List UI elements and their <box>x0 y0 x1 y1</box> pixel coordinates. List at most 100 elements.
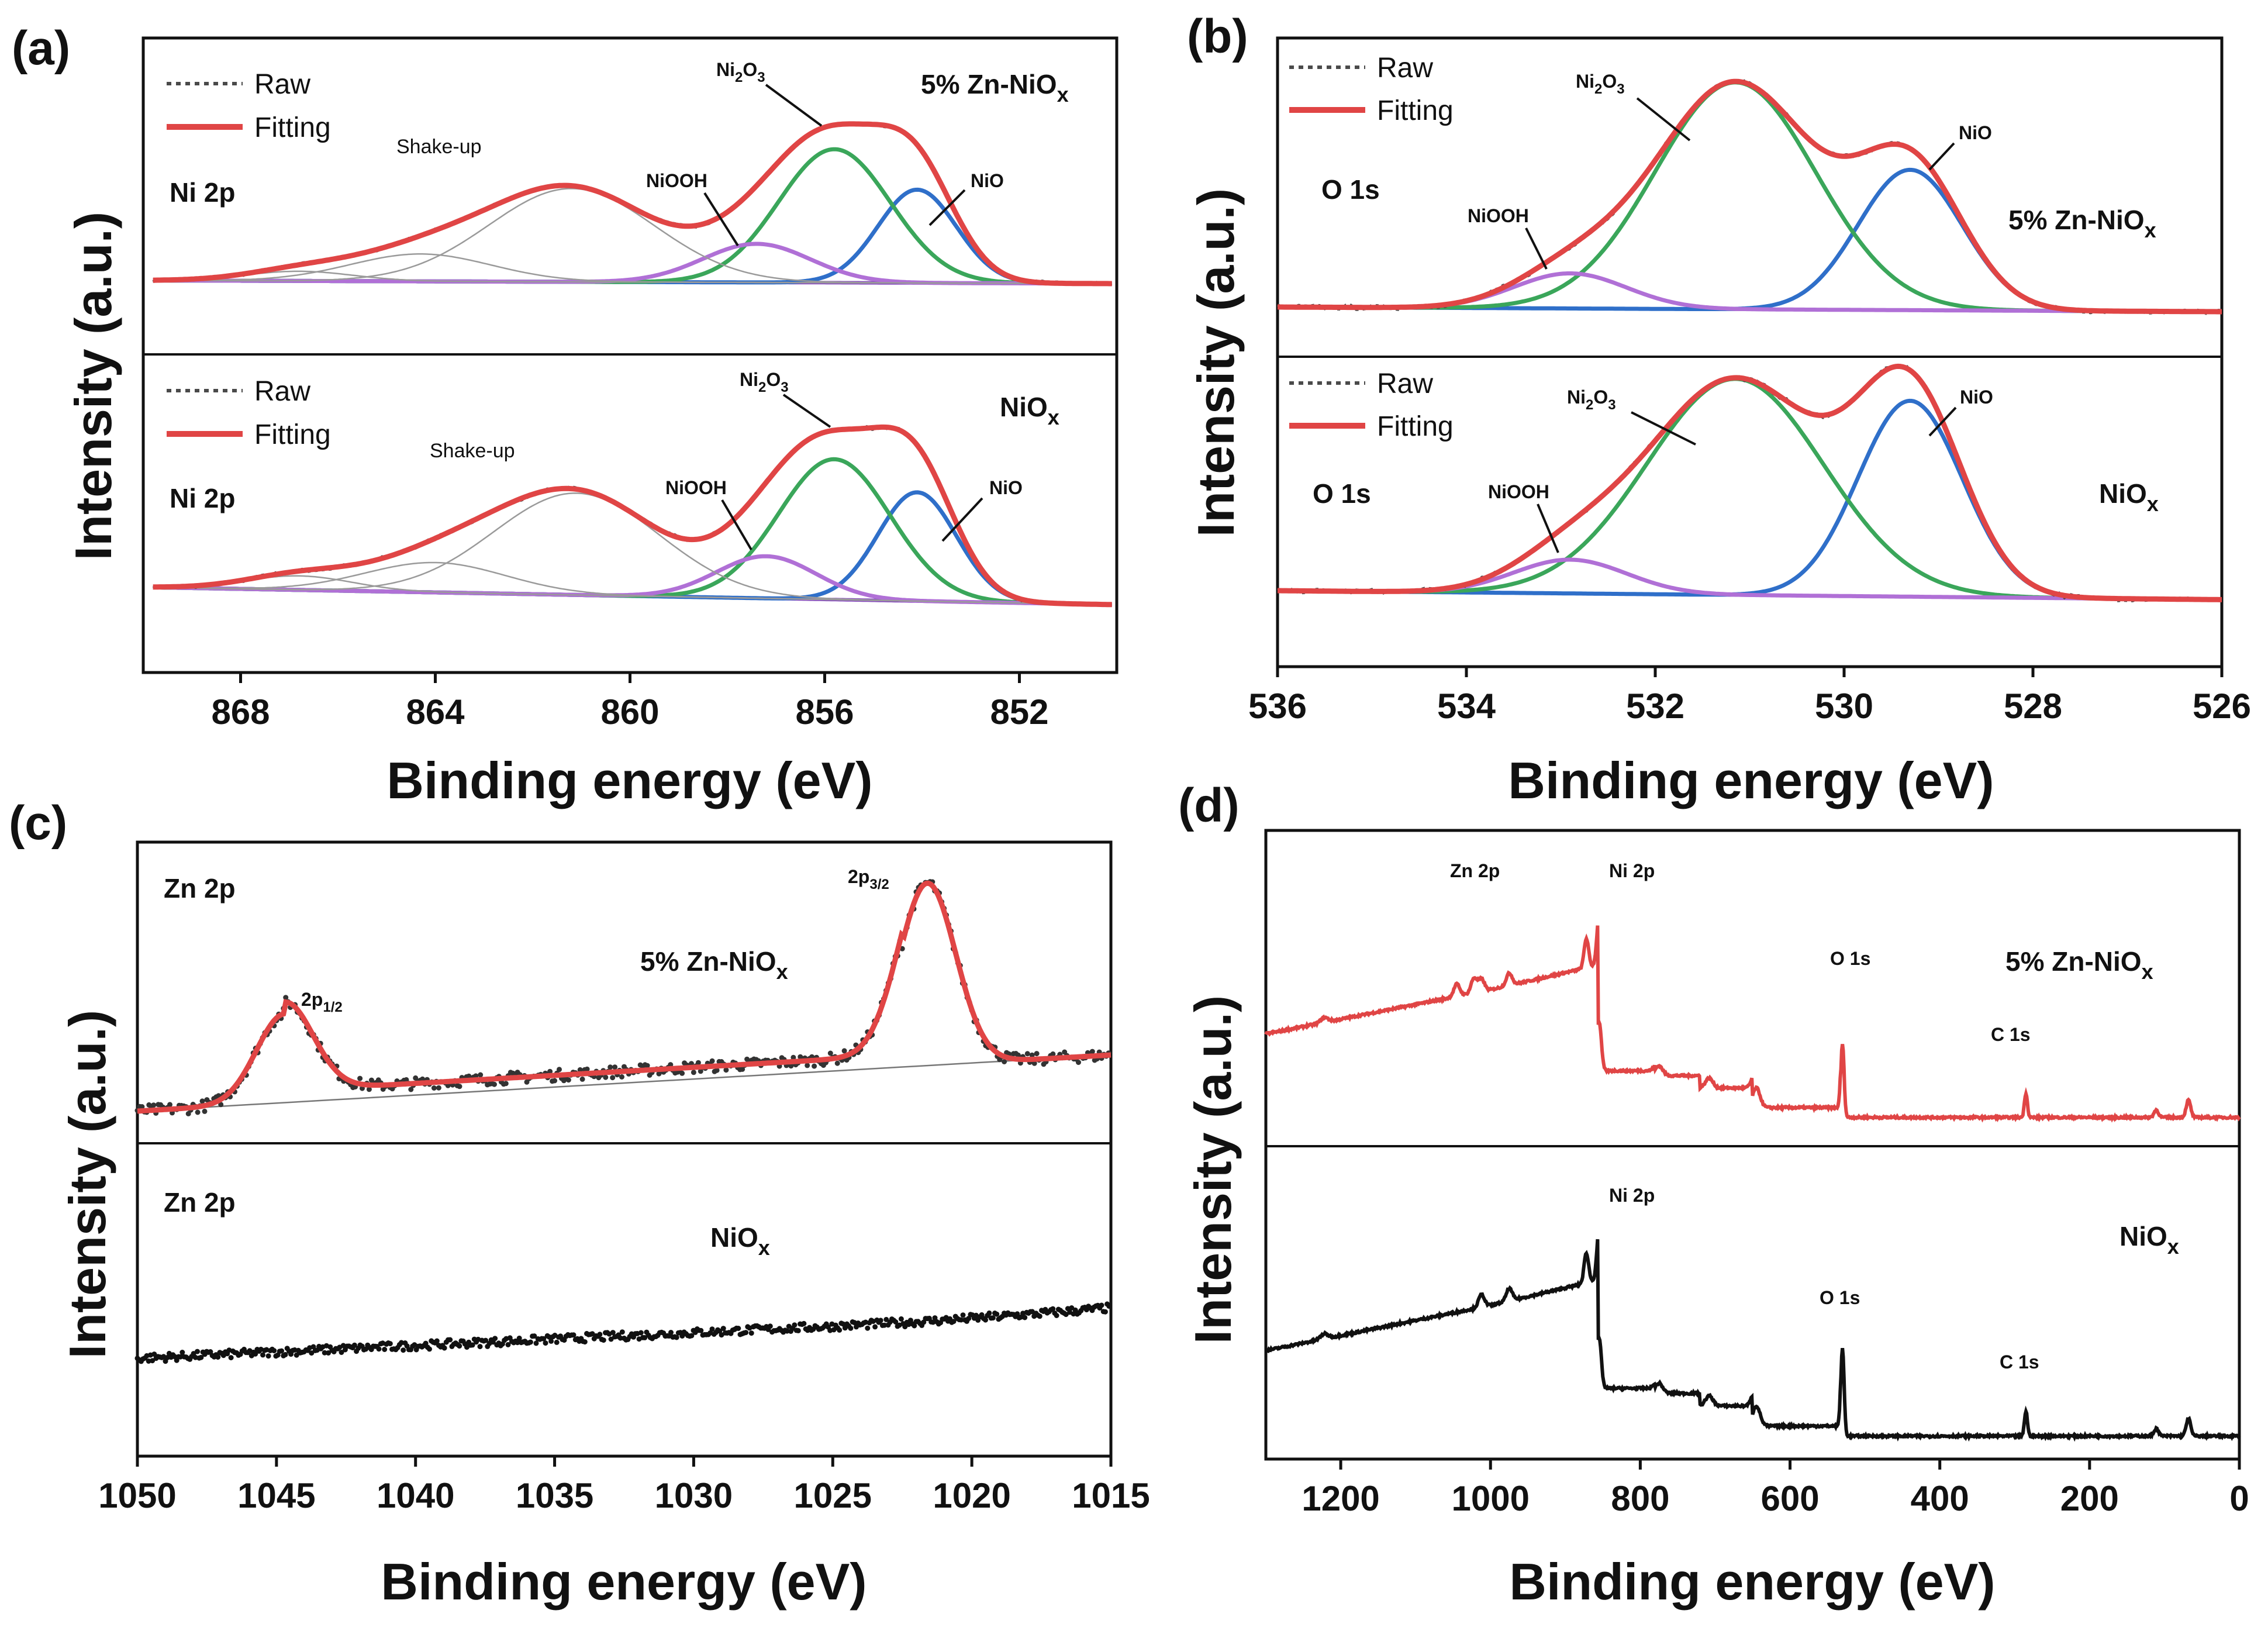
raw-data-point <box>1099 1302 1104 1308</box>
annotation-ni2o3: Ni2O3 <box>1576 71 1625 97</box>
raw-data-point <box>1050 1306 1056 1312</box>
raw-data-point <box>986 1310 992 1316</box>
raw-data-point <box>470 1342 475 1348</box>
panel-b-bottom-subplot <box>1277 363 2222 602</box>
raw-data-point <box>748 1330 754 1336</box>
survey-label-ni2p: Ni 2p <box>1609 860 1655 881</box>
raw-data-point <box>283 995 289 1001</box>
xtick-label: 200 <box>2060 1479 2119 1518</box>
raw-data-point <box>571 1332 577 1338</box>
xtick-label: 600 <box>1760 1479 1819 1518</box>
raw-data-point <box>882 1322 888 1328</box>
annotation-ni2o3: Ni2O3 <box>716 59 765 85</box>
panel-a-bottom-legend: Raw Fitting <box>167 376 331 450</box>
panel-a-top-legend: Raw Fitting <box>167 69 331 143</box>
panel-c-xlabel: Binding energy (eV) <box>381 1553 867 1611</box>
raw-data-point <box>376 1346 382 1352</box>
arrow-nio <box>928 189 966 226</box>
arrow-nio <box>941 497 983 542</box>
raw-data-point <box>698 1068 703 1074</box>
raw-data-point <box>1076 1060 1081 1066</box>
raw-data-point <box>579 1076 585 1082</box>
raw-data-point <box>638 1330 644 1336</box>
raw-data-point <box>607 1064 613 1070</box>
raw-data-point <box>1024 1051 1030 1057</box>
raw-data-point <box>1022 1315 1028 1320</box>
raw-data-point <box>872 1324 878 1330</box>
raw-data-line <box>152 425 1113 608</box>
raw-data-point <box>552 1078 558 1084</box>
fitting-line <box>1278 78 2222 315</box>
panel-d-top-subplot <box>1264 925 2241 1123</box>
panel-c-bottom-region: Zn 2p <box>164 1187 236 1218</box>
raw-data-point <box>260 1352 265 1358</box>
raw-data-point <box>990 1315 996 1321</box>
raw-data-point <box>608 1336 614 1342</box>
raw-data-point <box>1002 1059 1007 1064</box>
raw-data-point <box>805 1063 810 1068</box>
xtick-label: 864 <box>406 692 465 732</box>
annotation-2p-threehalf: 2p3/2 <box>848 866 889 892</box>
raw-data-point <box>483 1337 489 1343</box>
raw-data-point <box>492 1336 498 1342</box>
raw-data-point <box>951 1319 957 1325</box>
raw-data-point <box>1072 1307 1078 1313</box>
xtick-label: 856 <box>795 692 854 732</box>
annotation-niooh: NiOOH <box>665 477 727 498</box>
raw-data-line <box>1277 364 2222 602</box>
survey-spectrum-line <box>1264 1239 2241 1442</box>
xtick-label: 1200 <box>1302 1479 1379 1518</box>
legend-raw-label: Raw <box>1377 368 1433 399</box>
panel-b-bottom-region: O 1s <box>1313 478 1371 509</box>
xtick-label: 1000 <box>1451 1479 1529 1518</box>
raw-data-point <box>619 1329 625 1335</box>
raw-data-point <box>883 1316 889 1322</box>
panel-a-label: (a) <box>12 22 70 75</box>
xtick-label: 1050 <box>98 1476 176 1515</box>
raw-data-point <box>597 1332 603 1337</box>
xtick-label: 526 <box>2193 687 2251 726</box>
raw-data-point <box>966 1316 972 1322</box>
raw-data-point <box>912 1323 917 1329</box>
fitting-line <box>1278 363 2222 602</box>
raw-data-point <box>1054 1313 1059 1318</box>
fitting-line <box>137 880 1111 1114</box>
raw-data-point <box>1034 1051 1040 1057</box>
raw-data-point <box>610 1330 616 1336</box>
annotation-ni2o3: Ni2O3 <box>1567 387 1616 413</box>
raw-data-point <box>445 1082 451 1088</box>
raw-data-point <box>674 1335 679 1340</box>
raw-data-point <box>736 1326 741 1331</box>
panel-c-label: (c) <box>9 796 67 850</box>
raw-data-point <box>743 1330 749 1336</box>
xtick-label: 534 <box>1437 687 1496 726</box>
panel-d: (d) Intensity (a.u.) Zn 2p Ni 2p O 1s C … <box>1178 779 2249 1611</box>
raw-data-point <box>865 1325 871 1331</box>
panel-b-xticks: 536 534 532 530 528 526 <box>1248 667 2251 726</box>
raw-data-point <box>679 1070 685 1076</box>
raw-data-point <box>1015 1052 1021 1058</box>
survey-label-o1s: O 1s <box>1830 948 1870 969</box>
xtick-label: 0 <box>2229 1479 2249 1518</box>
panel-b-top-legend: Raw Fitting <box>1289 53 1454 126</box>
raw-data-point <box>582 1339 588 1345</box>
component-ni2o3-line <box>153 457 1112 607</box>
xtick-label: 528 <box>2004 687 2062 726</box>
raw-data-line <box>152 122 1113 287</box>
annotation-ni2o3: Ni2O3 <box>740 369 789 395</box>
panel-b-bottom-sample: NiOx <box>2099 478 2159 516</box>
panel-c-ylabel: Intensity (a.u.) <box>58 1010 116 1359</box>
raw-data-point <box>689 1333 695 1339</box>
raw-data-point <box>515 1340 520 1346</box>
legend-fitting-label: Fitting <box>254 419 331 450</box>
raw-data-point <box>199 1098 205 1104</box>
raw-data-point <box>179 1350 185 1355</box>
raw-data-point <box>714 1067 720 1073</box>
annotation-shakeup: Shake-up <box>396 136 482 158</box>
annotation-shakeup: Shake-up <box>430 440 515 462</box>
raw-data-point <box>198 1354 204 1360</box>
annotation-nio: NiO <box>989 477 1023 498</box>
raw-data-point <box>878 1318 883 1323</box>
panel-b-frame <box>1276 36 2224 668</box>
raw-data-point <box>151 1102 157 1108</box>
